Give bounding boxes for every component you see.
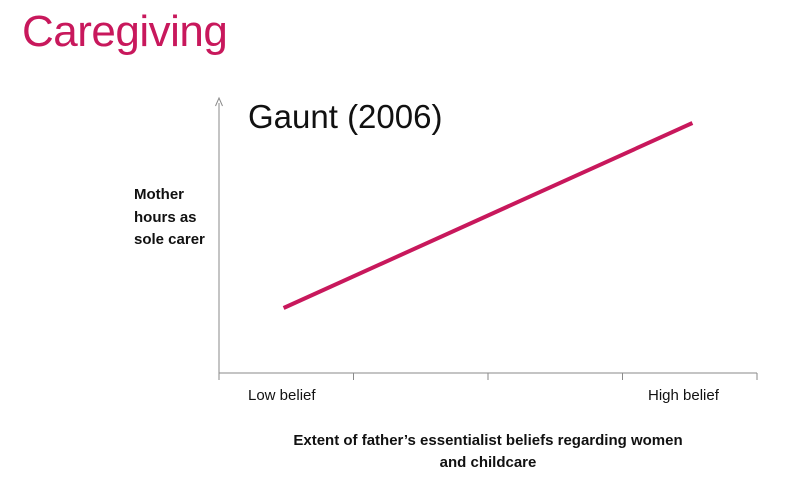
x-axis-label: Extent of father’s essentialist beliefs …	[293, 432, 683, 471]
x-tick-label-high: High belief	[648, 387, 719, 404]
x-axis-ticks	[218, 373, 758, 380]
y-axis-arrow	[215, 96, 223, 107]
series-line-0	[282, 121, 694, 310]
slide-title: Caregiving	[22, 7, 228, 56]
x-tick-label-low: Low belief	[248, 387, 316, 404]
chart-axes	[215, 96, 757, 374]
chart-title: Gaunt (2006)	[248, 98, 443, 135]
chart-series	[282, 121, 694, 310]
y-axis-label: Mother hours as sole carer	[134, 186, 205, 248]
